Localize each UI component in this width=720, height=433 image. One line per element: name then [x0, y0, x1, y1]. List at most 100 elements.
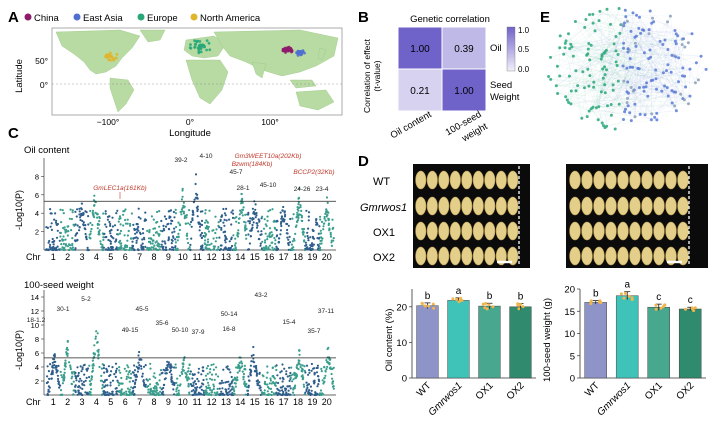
snp-point [174, 238, 176, 240]
network-node [633, 103, 636, 106]
snp-point [181, 198, 183, 200]
network-node [682, 37, 685, 40]
seed [462, 247, 472, 265]
snp-point [330, 241, 332, 243]
snp-point [266, 384, 268, 386]
snp-point [306, 384, 308, 386]
snp-point [286, 223, 288, 225]
snp-point [154, 227, 156, 229]
snp-point [285, 373, 287, 375]
seed [642, 247, 653, 265]
snp-point [53, 354, 55, 356]
snp-point [331, 219, 333, 221]
network-node [555, 84, 558, 87]
snp-point [140, 368, 142, 370]
network-node [673, 91, 676, 94]
sample-dot [205, 49, 208, 52]
snp-point [159, 374, 161, 376]
snp-point [316, 393, 318, 395]
snp-point [287, 385, 289, 387]
network-node [691, 32, 694, 35]
snp-point [138, 364, 140, 366]
snp-point [200, 234, 202, 236]
snp-point [82, 223, 84, 225]
snp-point [140, 244, 142, 246]
chr-label: 8 [151, 252, 156, 262]
snp-point [189, 373, 191, 375]
snp-point [301, 228, 303, 230]
network-node [575, 89, 578, 92]
seed [630, 197, 641, 215]
snp-point [275, 369, 277, 371]
snp-point [97, 227, 99, 229]
snp-point [237, 372, 239, 374]
snp-point [221, 387, 223, 389]
snp-point [171, 366, 173, 368]
snp-point [168, 210, 170, 212]
snp-point [271, 208, 273, 210]
snp-point [276, 364, 278, 366]
snp-point [172, 388, 174, 390]
data-point [662, 305, 665, 308]
snp-point [292, 246, 294, 248]
snp-point [66, 355, 68, 357]
peak-annotation: 15-4 [282, 319, 295, 326]
data-point [487, 303, 490, 306]
seed [427, 222, 437, 240]
snp-point [114, 241, 116, 243]
snp-point [183, 370, 185, 372]
seed [606, 171, 617, 189]
snp-point [78, 208, 80, 210]
network-node [600, 90, 603, 93]
data-point [455, 298, 458, 301]
network-node [666, 86, 669, 89]
snp-point [72, 246, 74, 248]
snp-point [243, 381, 245, 383]
snp-point [132, 380, 134, 382]
snp-point [142, 232, 144, 234]
snp-point [60, 243, 62, 245]
snp-point [271, 391, 273, 393]
seed [570, 247, 581, 265]
seed [678, 171, 689, 189]
snp-point [150, 394, 152, 396]
network-node [695, 61, 698, 64]
seed [496, 171, 506, 189]
network-node [626, 97, 629, 100]
network-node [684, 86, 687, 89]
bar [648, 307, 670, 378]
snp-point [152, 392, 154, 394]
network-node [687, 102, 690, 105]
snp-point [128, 371, 130, 373]
network-node [666, 63, 669, 66]
chr-label: 10 [178, 397, 188, 407]
snp-point [89, 222, 91, 224]
chr-label: 16 [264, 397, 274, 407]
snp-point [207, 382, 209, 384]
snp-point [124, 368, 126, 370]
seed [485, 222, 495, 240]
snp-point [209, 371, 211, 373]
snp-point [211, 379, 213, 381]
snp-point [153, 390, 155, 392]
snp-point [133, 248, 135, 250]
snp-point [332, 228, 334, 230]
snp-point [274, 243, 276, 245]
snp-point [145, 364, 147, 366]
snp-point [99, 217, 101, 219]
seed [427, 247, 437, 265]
snp-point [321, 221, 323, 223]
network-node [683, 46, 686, 49]
snp-point [52, 362, 54, 364]
snp-point [183, 212, 185, 214]
snp-point [249, 217, 251, 219]
snp-point [319, 216, 321, 218]
snp-point [196, 194, 198, 196]
snp-point [277, 389, 279, 391]
network-node [675, 32, 678, 35]
snp-point [205, 227, 207, 229]
bar-weight-ylabel: 100-seed weight (g) [542, 298, 553, 382]
network-node [581, 70, 584, 73]
